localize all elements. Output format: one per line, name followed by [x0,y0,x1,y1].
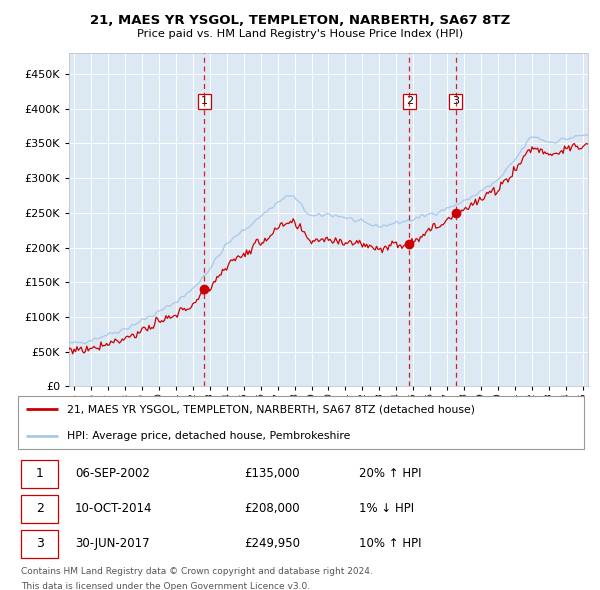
Text: £249,950: £249,950 [244,537,300,550]
Text: 2: 2 [36,502,44,516]
Text: 21, MAES YR YSGOL, TEMPLETON, NARBERTH, SA67 8TZ (detached house): 21, MAES YR YSGOL, TEMPLETON, NARBERTH, … [67,404,475,414]
Text: £135,000: £135,000 [244,467,300,480]
Text: 21, MAES YR YSGOL, TEMPLETON, NARBERTH, SA67 8TZ: 21, MAES YR YSGOL, TEMPLETON, NARBERTH, … [90,14,510,27]
FancyBboxPatch shape [21,460,58,488]
Text: 10-OCT-2014: 10-OCT-2014 [75,502,152,516]
Text: 30-JUN-2017: 30-JUN-2017 [75,537,150,550]
Text: Contains HM Land Registry data © Crown copyright and database right 2024.: Contains HM Land Registry data © Crown c… [21,567,373,576]
Text: £208,000: £208,000 [244,502,300,516]
FancyBboxPatch shape [21,494,58,523]
Text: 1: 1 [36,467,44,480]
Text: 3: 3 [452,96,459,106]
Text: 1% ↓ HPI: 1% ↓ HPI [359,502,414,516]
Text: This data is licensed under the Open Government Licence v3.0.: This data is licensed under the Open Gov… [21,582,310,590]
FancyBboxPatch shape [18,396,584,449]
FancyBboxPatch shape [21,530,58,558]
Text: Price paid vs. HM Land Registry's House Price Index (HPI): Price paid vs. HM Land Registry's House … [137,30,463,39]
Text: 3: 3 [36,537,44,550]
Text: 1: 1 [201,96,208,106]
Text: HPI: Average price, detached house, Pembrokeshire: HPI: Average price, detached house, Pemb… [67,431,350,441]
Text: 20% ↑ HPI: 20% ↑ HPI [359,467,421,480]
Text: 10% ↑ HPI: 10% ↑ HPI [359,537,421,550]
Text: 2: 2 [406,96,413,106]
Text: 06-SEP-2002: 06-SEP-2002 [75,467,150,480]
